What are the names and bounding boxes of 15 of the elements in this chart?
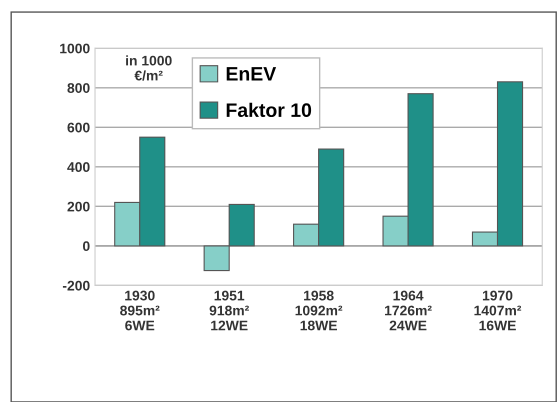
y-tick-label: 0: [82, 241, 90, 252]
y-tick-label: 400: [67, 162, 90, 172]
y-tick-label: -200: [62, 280, 90, 291]
y-tick-label: 800: [67, 83, 90, 93]
y-tick-label: 1000: [60, 44, 90, 54]
x-tick-label: 1964 1726m² 24WE: [385, 290, 432, 330]
x-tick-label: 1970 1407m² 16WE: [474, 290, 522, 330]
legend-label: EnEV: [226, 67, 276, 81]
y-tick-label: 200: [67, 202, 90, 212]
x-tick-label: 1951 918m² 12WE: [210, 290, 249, 330]
legend-label: Faktor 10: [226, 102, 312, 118]
x-tick-label: 1930 895m² 6WE: [120, 290, 160, 330]
annotation: in 1000 €/m²: [126, 55, 172, 81]
x-tick-label: 1958 1092m² 18WE: [296, 290, 342, 330]
y-tick-label: 600: [68, 122, 90, 132]
